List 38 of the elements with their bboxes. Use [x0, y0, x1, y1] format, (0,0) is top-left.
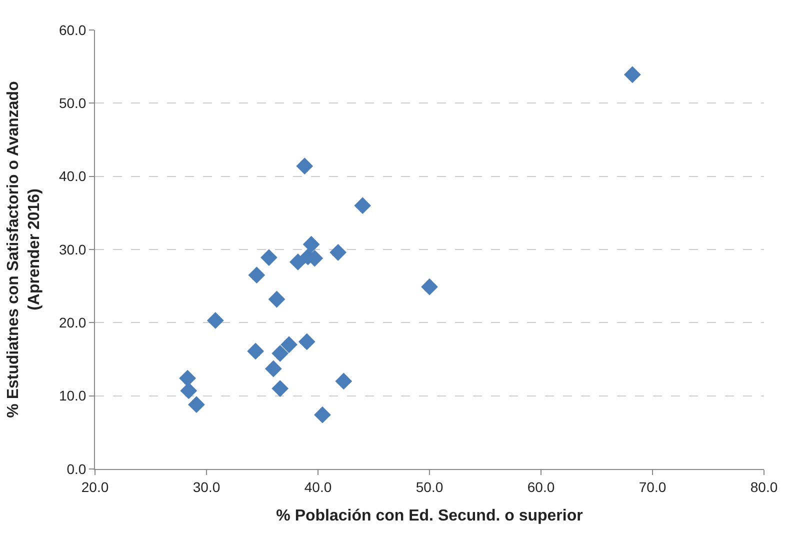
point: [247, 342, 264, 360]
point: [179, 370, 196, 387]
x-tick-label: 30.0: [192, 478, 220, 495]
x-tick-label: 70.0: [638, 478, 666, 495]
x-axis-title: % Población con Ed. Secund. o superior: [276, 508, 583, 524]
y-tick-label: 40.0: [58, 168, 86, 184]
y-tick-label: 60.0: [58, 22, 86, 38]
x-tick-label: 60.0: [527, 478, 555, 495]
point: [289, 253, 306, 270]
point: [188, 396, 205, 414]
point: [296, 158, 314, 175]
y-tick-label: 20.0: [58, 314, 86, 331]
point: [354, 197, 372, 214]
point: [280, 336, 298, 354]
point: [272, 380, 289, 397]
point: [298, 333, 316, 350]
point: [314, 406, 331, 424]
point: [335, 372, 352, 390]
y-tick-label: 50.0: [58, 95, 86, 112]
y-tick-label: 30.0: [58, 241, 86, 258]
y-tick-label: 10.0: [58, 388, 86, 404]
point: [206, 312, 224, 329]
point: [272, 344, 289, 362]
x-tick-label: 20.0: [81, 478, 109, 495]
point: [302, 236, 320, 253]
x-tick-label: 80.0: [750, 478, 778, 495]
point: [248, 266, 266, 284]
point: [260, 249, 278, 266]
point: [268, 290, 286, 308]
y-tick-label: 0.0: [66, 460, 86, 477]
point: [624, 66, 641, 84]
point: [264, 360, 282, 378]
x-tick-label: 40.0: [304, 478, 332, 495]
point: [180, 382, 198, 400]
point: [330, 244, 347, 261]
y-axis-title: % Estudiatnes con Satisfactorio o Avanzado (Aprender 2016): [5, 80, 43, 418]
x-tick-label: 50.0: [416, 478, 444, 495]
point: [421, 278, 438, 296]
